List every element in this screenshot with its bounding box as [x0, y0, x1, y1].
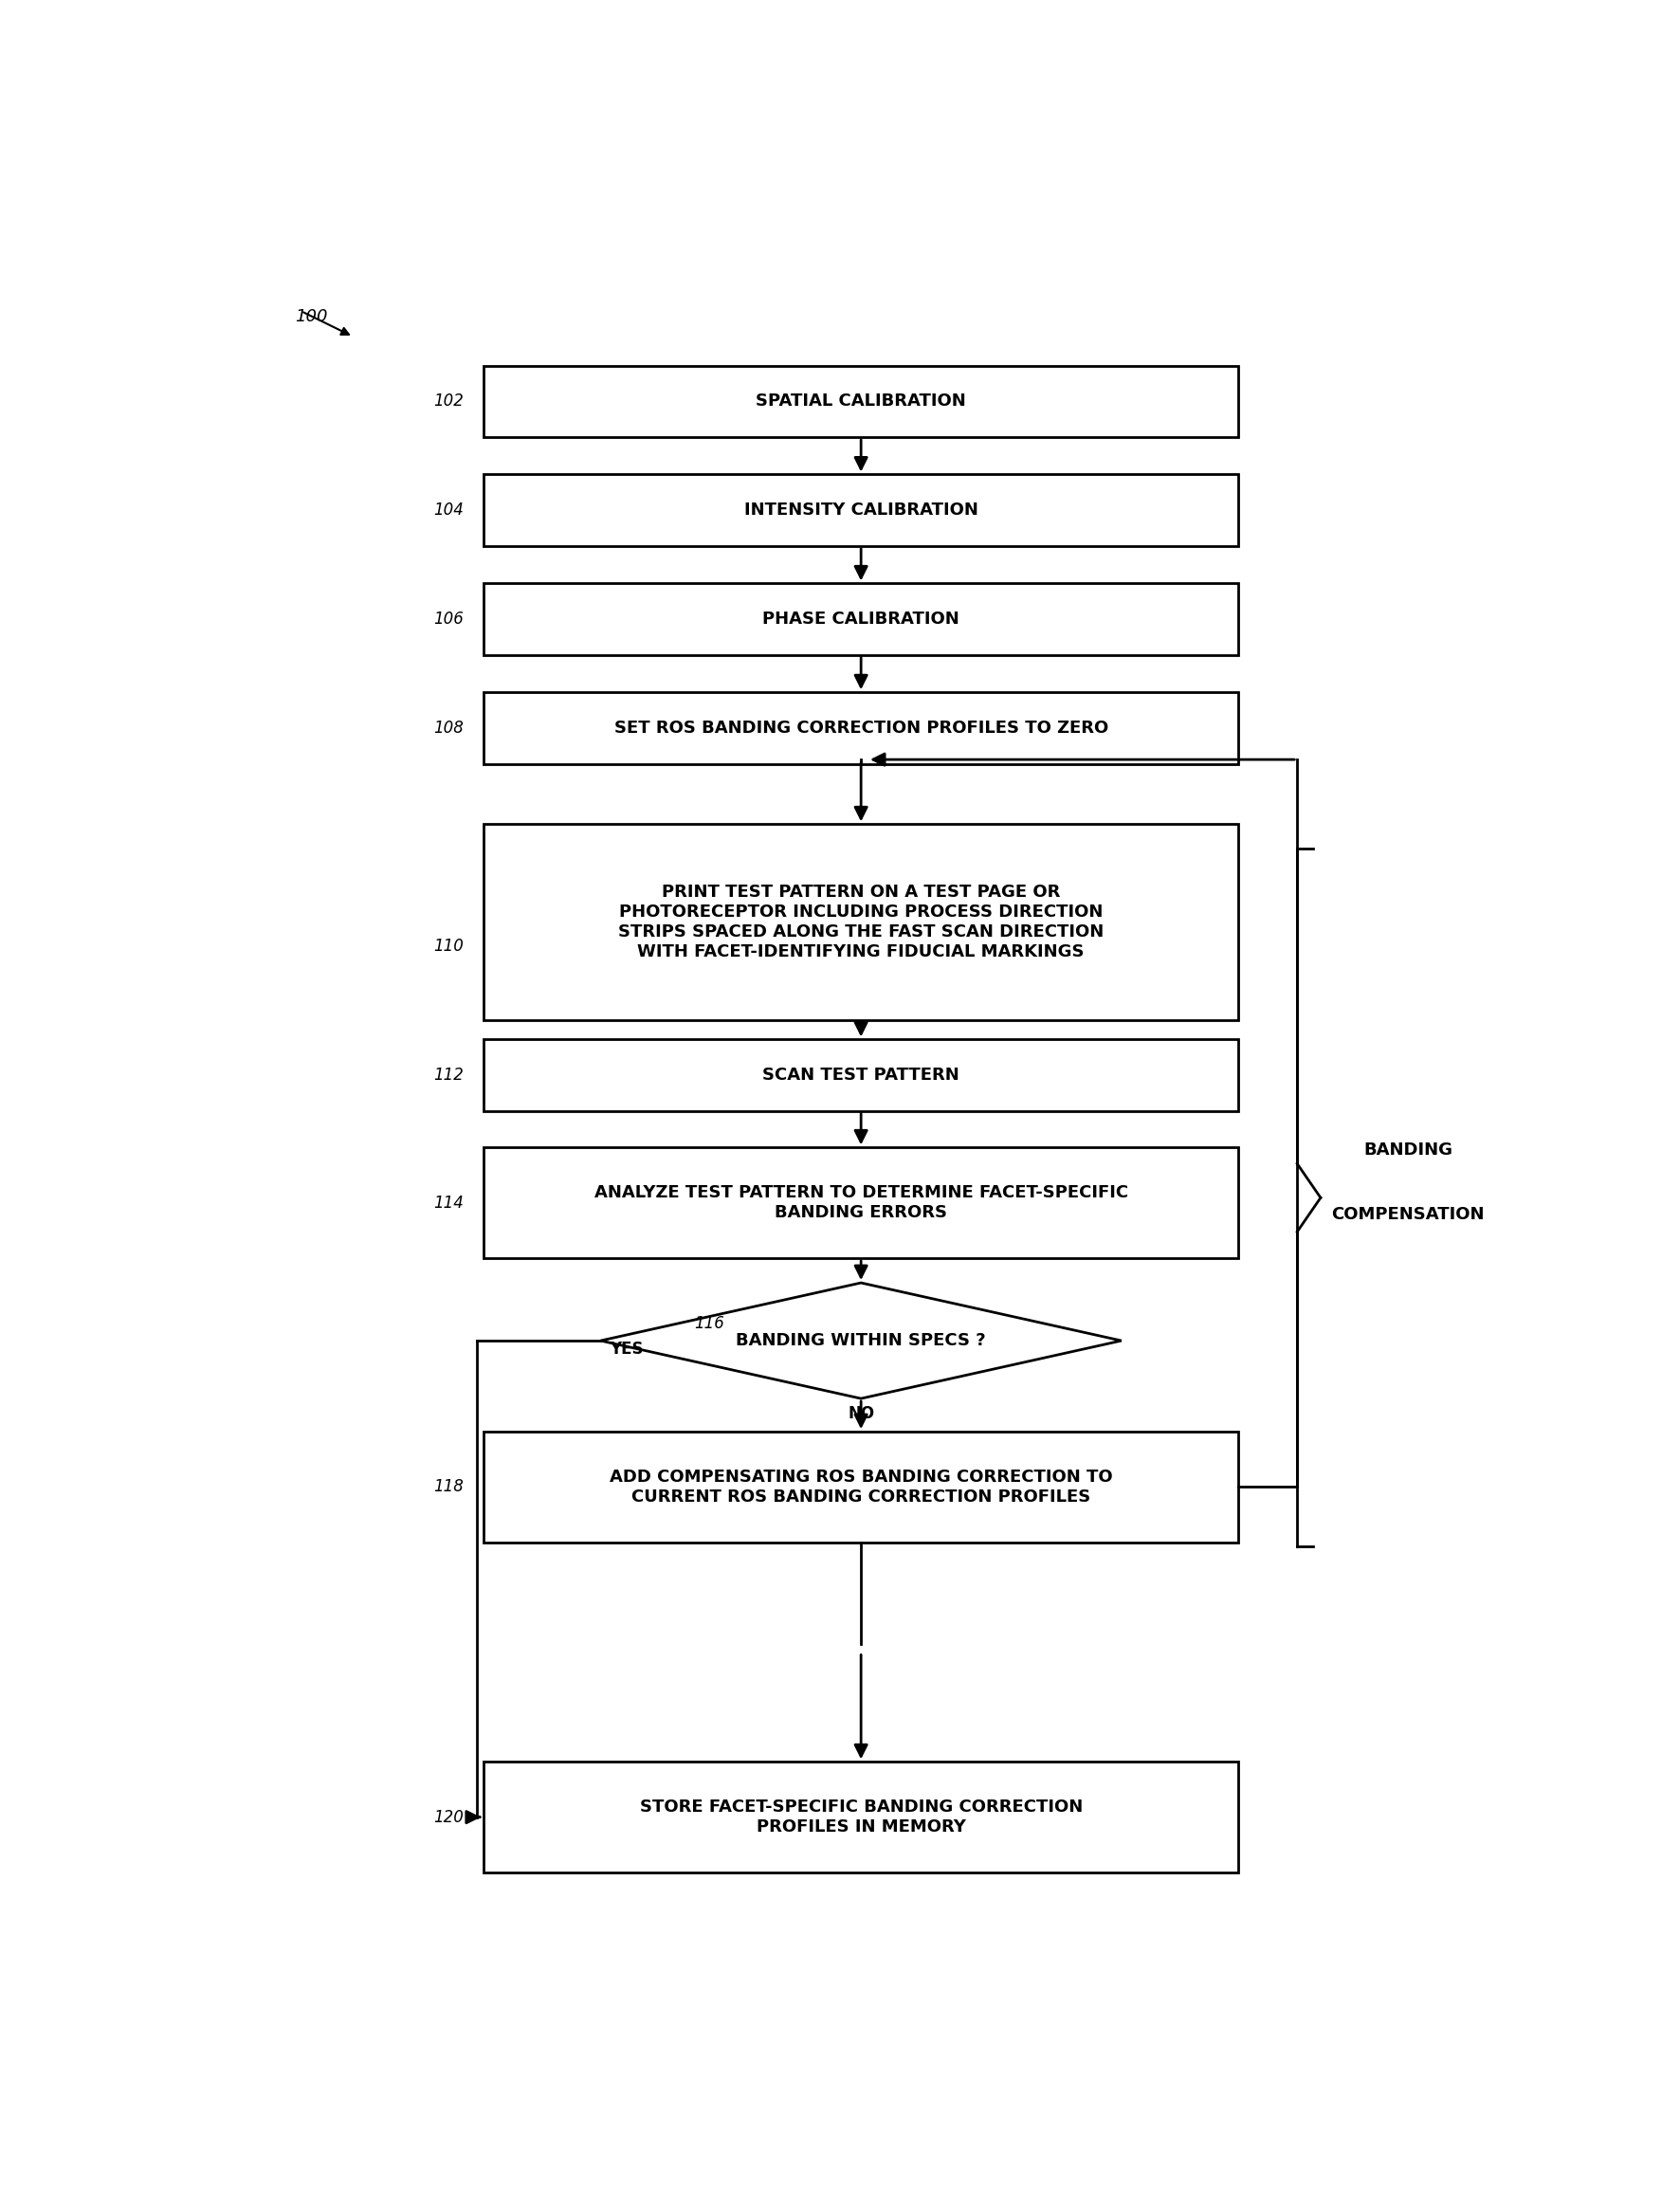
- Text: SCAN TEST PATTERN: SCAN TEST PATTERN: [763, 1067, 959, 1083]
- Text: SPATIAL CALIBRATION: SPATIAL CALIBRATION: [756, 393, 966, 409]
- FancyBboxPatch shape: [484, 365, 1238, 438]
- Text: 100: 100: [294, 307, 328, 325]
- Text: SET ROS BANDING CORRECTION PROFILES TO ZERO: SET ROS BANDING CORRECTION PROFILES TO Z…: [613, 720, 1109, 736]
- Text: INTENSITY CALIBRATION: INTENSITY CALIBRATION: [744, 502, 978, 519]
- FancyBboxPatch shape: [484, 1761, 1238, 1872]
- Text: 108: 108: [433, 720, 464, 736]
- Text: COMPENSATION: COMPENSATION: [1331, 1207, 1485, 1224]
- Text: PHASE CALIBRATION: PHASE CALIBRATION: [763, 610, 959, 628]
- Text: 104: 104: [433, 502, 464, 519]
- Text: YES: YES: [610, 1341, 643, 1357]
- Text: ANALYZE TEST PATTERN TO DETERMINE FACET-SPECIFIC
BANDING ERRORS: ANALYZE TEST PATTERN TO DETERMINE FACET-…: [595, 1185, 1127, 1222]
- Text: BANDING: BANDING: [1362, 1143, 1453, 1158]
- FancyBboxPatch shape: [484, 1432, 1238, 1543]
- Text: PRINT TEST PATTERN ON A TEST PAGE OR
PHOTORECEPTOR INCLUDING PROCESS DIRECTION
S: PRINT TEST PATTERN ON A TEST PAGE OR PHO…: [618, 884, 1104, 959]
- Text: 110: 110: [433, 937, 464, 955]
- FancyBboxPatch shape: [484, 475, 1238, 546]
- Text: 106: 106: [433, 610, 464, 628]
- FancyBboxPatch shape: [484, 692, 1238, 765]
- Text: 102: 102: [433, 393, 464, 409]
- FancyBboxPatch shape: [484, 1039, 1238, 1112]
- Text: NO: NO: [848, 1406, 874, 1423]
- Text: 114: 114: [433, 1193, 464, 1211]
- Text: 116: 116: [694, 1315, 724, 1333]
- Text: BANDING WITHIN SPECS ?: BANDING WITHIN SPECS ?: [736, 1333, 986, 1350]
- Text: 118: 118: [433, 1478, 464, 1496]
- Polygon shape: [601, 1282, 1121, 1399]
- FancyBboxPatch shape: [484, 1147, 1238, 1257]
- Text: 112: 112: [433, 1067, 464, 1083]
- Text: STORE FACET-SPECIFIC BANDING CORRECTION
PROFILES IN MEMORY: STORE FACET-SPECIFIC BANDING CORRECTION …: [640, 1799, 1082, 1837]
- Text: ADD COMPENSATING ROS BANDING CORRECTION TO
CURRENT ROS BANDING CORRECTION PROFIL: ADD COMPENSATING ROS BANDING CORRECTION …: [610, 1470, 1112, 1505]
- Text: 120: 120: [433, 1808, 464, 1825]
- FancyBboxPatch shape: [484, 824, 1238, 1019]
- FancyBboxPatch shape: [484, 583, 1238, 654]
